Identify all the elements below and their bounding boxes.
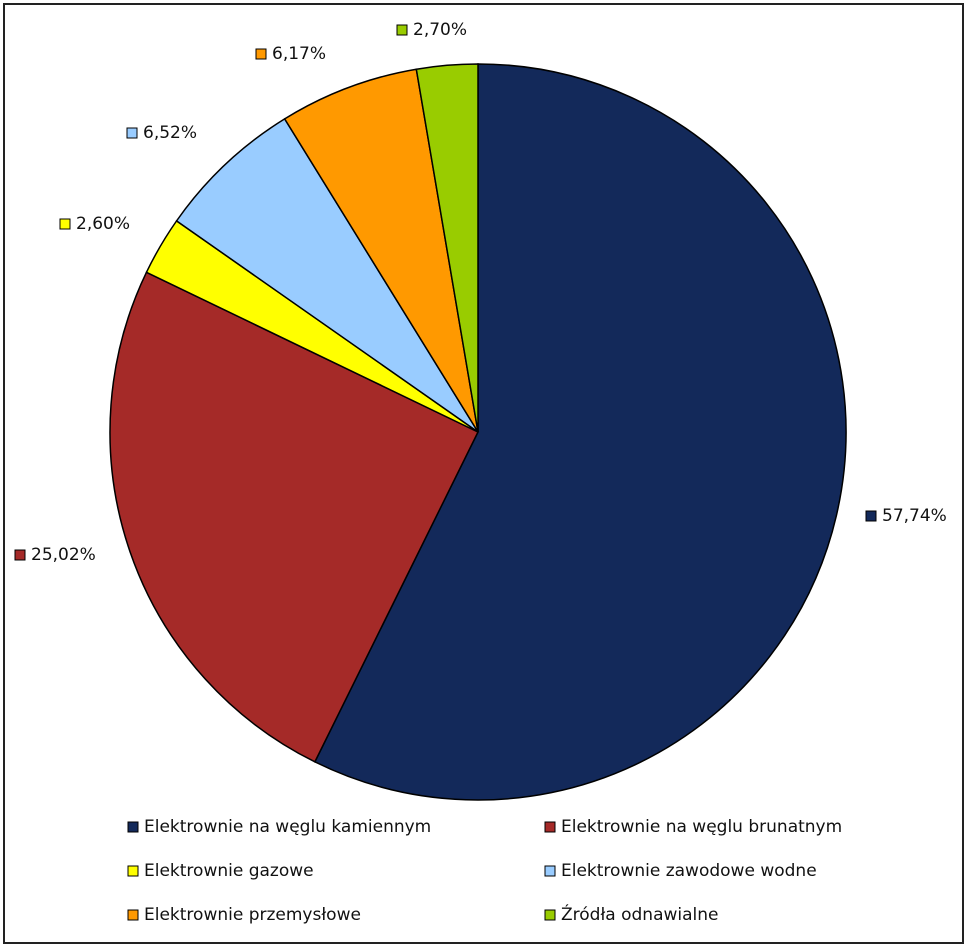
legend: Elektrownie na węglu kamiennym Elektrowni… xyxy=(127,817,842,925)
legend-entry: Elektrownie na węglu kamiennym xyxy=(144,817,431,837)
data-labels: 57,74% 25,02% 2,60% 6,52% 6,17% 2,70% xyxy=(14,20,947,565)
legend-entry: Elektrownie gazowe xyxy=(144,861,314,881)
pie-slice xyxy=(283,68,479,433)
data-label-swatch xyxy=(59,218,71,230)
pie-slice xyxy=(109,271,480,763)
data-label: 6,52% xyxy=(143,123,197,143)
data-label: 57,74% xyxy=(882,506,947,526)
data-label: 2,60% xyxy=(76,214,130,234)
data-label: 25,02% xyxy=(31,545,96,565)
data-label-swatch xyxy=(865,510,877,522)
data-label-swatch xyxy=(396,24,408,36)
pie-slice xyxy=(313,63,847,801)
data-label: 6,17% xyxy=(272,44,326,64)
data-label-swatch xyxy=(255,48,267,60)
legend-swatch xyxy=(127,865,139,877)
data-label: 2,70% xyxy=(413,20,467,40)
legend-swatch xyxy=(127,821,139,833)
legend-swatch xyxy=(544,865,556,877)
legend-entry: Elektrownie zawodowe wodne xyxy=(561,861,817,881)
legend-entry: Elektrownie na węglu brunatnym xyxy=(561,817,842,837)
legend-swatch xyxy=(544,821,556,833)
legend-swatch xyxy=(544,909,556,921)
pie-slice xyxy=(415,63,479,433)
pie-slice xyxy=(175,117,479,433)
pie-slices xyxy=(109,63,847,801)
legend-entry: Elektrownie przemysłowe xyxy=(144,905,361,925)
legend-swatch xyxy=(127,909,139,921)
data-label-swatch xyxy=(126,127,138,139)
data-label-swatch xyxy=(14,549,26,561)
legend-entry: Źródła odnawialne xyxy=(561,903,719,925)
